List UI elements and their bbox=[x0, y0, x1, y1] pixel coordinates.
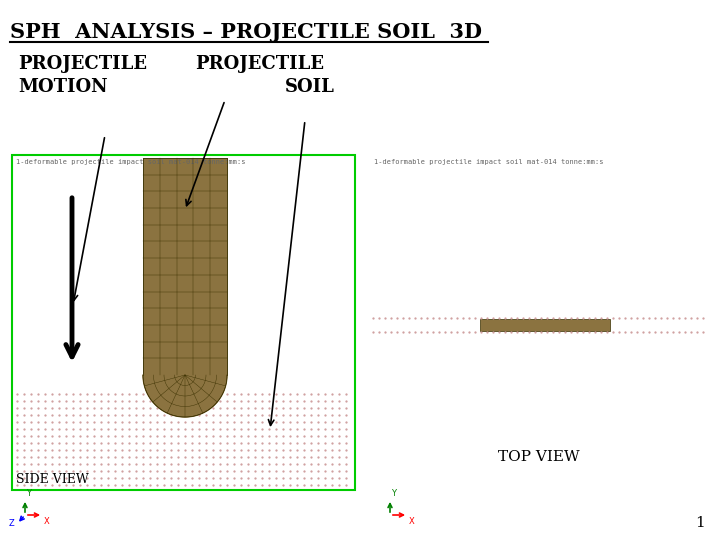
Text: X: X bbox=[409, 517, 415, 526]
Bar bbox=[12, 155, 355, 490]
Text: PROJECTILE: PROJECTILE bbox=[18, 55, 147, 73]
Polygon shape bbox=[143, 375, 227, 417]
Text: X: X bbox=[44, 517, 50, 526]
Text: MOTION: MOTION bbox=[18, 78, 107, 96]
Text: 1: 1 bbox=[696, 516, 705, 530]
Text: Y: Y bbox=[26, 489, 31, 498]
Text: SOIL: SOIL bbox=[285, 78, 335, 96]
Text: SPH  ANALYSIS – PROJECTILE SOIL  3D: SPH ANALYSIS – PROJECTILE SOIL 3D bbox=[10, 22, 482, 42]
Bar bbox=[480, 319, 610, 331]
Text: 1-deformable projectile impact soil mat-014 tonne:mm:s: 1-deformable projectile impact soil mat-… bbox=[374, 159, 603, 165]
Text: SIDE VIEW: SIDE VIEW bbox=[16, 473, 89, 486]
Bar bbox=[143, 158, 227, 375]
Text: TOP VIEW: TOP VIEW bbox=[498, 450, 580, 464]
Text: 1-deformable projectile impact soil mat-014 tonne:mm:s: 1-deformable projectile impact soil mat-… bbox=[16, 159, 246, 165]
Text: Y: Y bbox=[391, 489, 396, 498]
Text: Z: Z bbox=[9, 519, 14, 528]
Text: PROJECTILE: PROJECTILE bbox=[195, 55, 324, 73]
